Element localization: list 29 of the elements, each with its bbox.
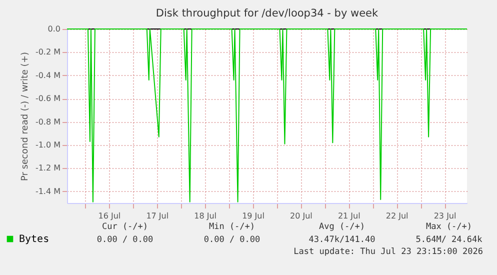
y-tick-label: -0.6 M: [35, 94, 61, 104]
text: Min (-/+): [208, 222, 256, 232]
text: Cur (-/+): [102, 222, 148, 232]
chart-title: Disk throughput for /dev/loop34 - by week: [156, 8, 380, 20]
x-tick-label: 19 Jul: [242, 212, 264, 220]
y-tick-label: -1.4 M: [35, 186, 61, 196]
x-tick-label: 17 Jul: [146, 212, 169, 220]
text: 0.00 / 0.00: [96, 235, 154, 245]
legend-label: Bytes: [19, 234, 50, 245]
text: 0.00 / 0.00: [204, 235, 260, 245]
y-tick-label: -1.2 M: [35, 164, 61, 173]
x-tick-label: 20 Jul: [290, 212, 312, 220]
text: Max (-/+): [426, 222, 472, 232]
x-tick-label: 22 Jul: [386, 212, 408, 220]
text: 43.47k/141.40: [308, 235, 376, 245]
x-tick-label: 23 Jul: [434, 212, 456, 220]
x-tick-label: 21 Jul: [338, 212, 360, 220]
text: 5.64M/ 24.64k: [416, 235, 482, 245]
y-axis-title: Pr second read (-) / write (+): [20, 52, 30, 181]
y-tick-label: -0.2 M: [35, 48, 61, 57]
x-tick-label: 18 Jul: [194, 212, 217, 220]
text: Avg (-/+): [318, 222, 366, 232]
y-tick-label: -1.0 M: [35, 140, 61, 150]
line-series: [66, 28, 468, 202]
y-tick-label: 0.0: [48, 24, 60, 34]
text: Last update: Thu Jul 23 23:15:00 2026: [294, 247, 483, 257]
y-tick-label: -0.4 M: [35, 70, 61, 80]
y-tick-label: -0.8 M: [35, 117, 61, 126]
x-tick-label: 16 Jul: [98, 212, 121, 220]
